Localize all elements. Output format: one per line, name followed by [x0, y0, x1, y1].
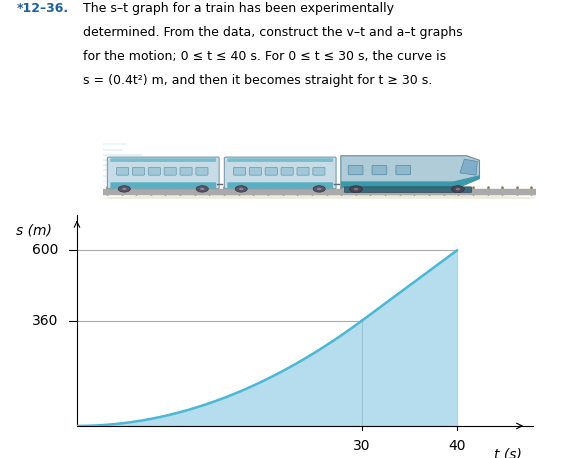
- FancyBboxPatch shape: [196, 168, 208, 175]
- Text: 30: 30: [353, 439, 370, 453]
- FancyBboxPatch shape: [348, 165, 363, 175]
- Circle shape: [235, 186, 247, 192]
- Circle shape: [239, 188, 243, 190]
- FancyBboxPatch shape: [234, 168, 246, 175]
- Polygon shape: [341, 156, 479, 188]
- Polygon shape: [341, 175, 479, 188]
- Circle shape: [353, 188, 359, 191]
- FancyBboxPatch shape: [116, 168, 129, 175]
- Text: *12–36.: *12–36.: [17, 2, 69, 15]
- Text: s (m): s (m): [16, 224, 52, 238]
- FancyBboxPatch shape: [227, 158, 333, 162]
- FancyBboxPatch shape: [132, 168, 144, 175]
- Text: s = (0.4t²) m, and then it becomes straight for t ≥ 30 s.: s = (0.4t²) m, and then it becomes strai…: [83, 74, 432, 87]
- FancyBboxPatch shape: [180, 168, 192, 175]
- FancyBboxPatch shape: [265, 168, 278, 175]
- Text: 600: 600: [32, 243, 59, 257]
- FancyBboxPatch shape: [249, 168, 262, 175]
- FancyBboxPatch shape: [372, 165, 387, 175]
- FancyBboxPatch shape: [111, 182, 216, 188]
- FancyBboxPatch shape: [281, 168, 293, 175]
- Text: 40: 40: [448, 439, 466, 453]
- FancyBboxPatch shape: [227, 182, 333, 188]
- FancyBboxPatch shape: [148, 168, 160, 175]
- FancyBboxPatch shape: [107, 157, 219, 189]
- Text: 360: 360: [32, 314, 59, 327]
- Circle shape: [200, 188, 205, 190]
- FancyBboxPatch shape: [164, 168, 176, 175]
- FancyBboxPatch shape: [313, 168, 325, 175]
- Ellipse shape: [103, 194, 536, 202]
- Circle shape: [122, 188, 127, 190]
- FancyBboxPatch shape: [297, 168, 309, 175]
- Text: The s–t graph for a train has been experimentally: The s–t graph for a train has been exper…: [83, 2, 394, 15]
- Circle shape: [118, 186, 131, 192]
- FancyBboxPatch shape: [225, 157, 336, 189]
- Polygon shape: [460, 159, 477, 175]
- Text: for the motion; 0 ≤ t ≤ 40 s. For 0 ≤ t ≤ 30 s, the curve is: for the motion; 0 ≤ t ≤ 40 s. For 0 ≤ t …: [83, 50, 446, 63]
- Circle shape: [317, 188, 321, 190]
- FancyBboxPatch shape: [396, 165, 410, 175]
- FancyBboxPatch shape: [111, 158, 216, 162]
- Text: determined. From the data, construct the v–t and a–t graphs: determined. From the data, construct the…: [83, 26, 462, 39]
- FancyBboxPatch shape: [344, 187, 472, 192]
- Text: t (s): t (s): [494, 447, 522, 458]
- Circle shape: [196, 186, 208, 192]
- Circle shape: [455, 188, 460, 191]
- Circle shape: [313, 186, 325, 192]
- Circle shape: [349, 186, 363, 192]
- Circle shape: [451, 186, 465, 192]
